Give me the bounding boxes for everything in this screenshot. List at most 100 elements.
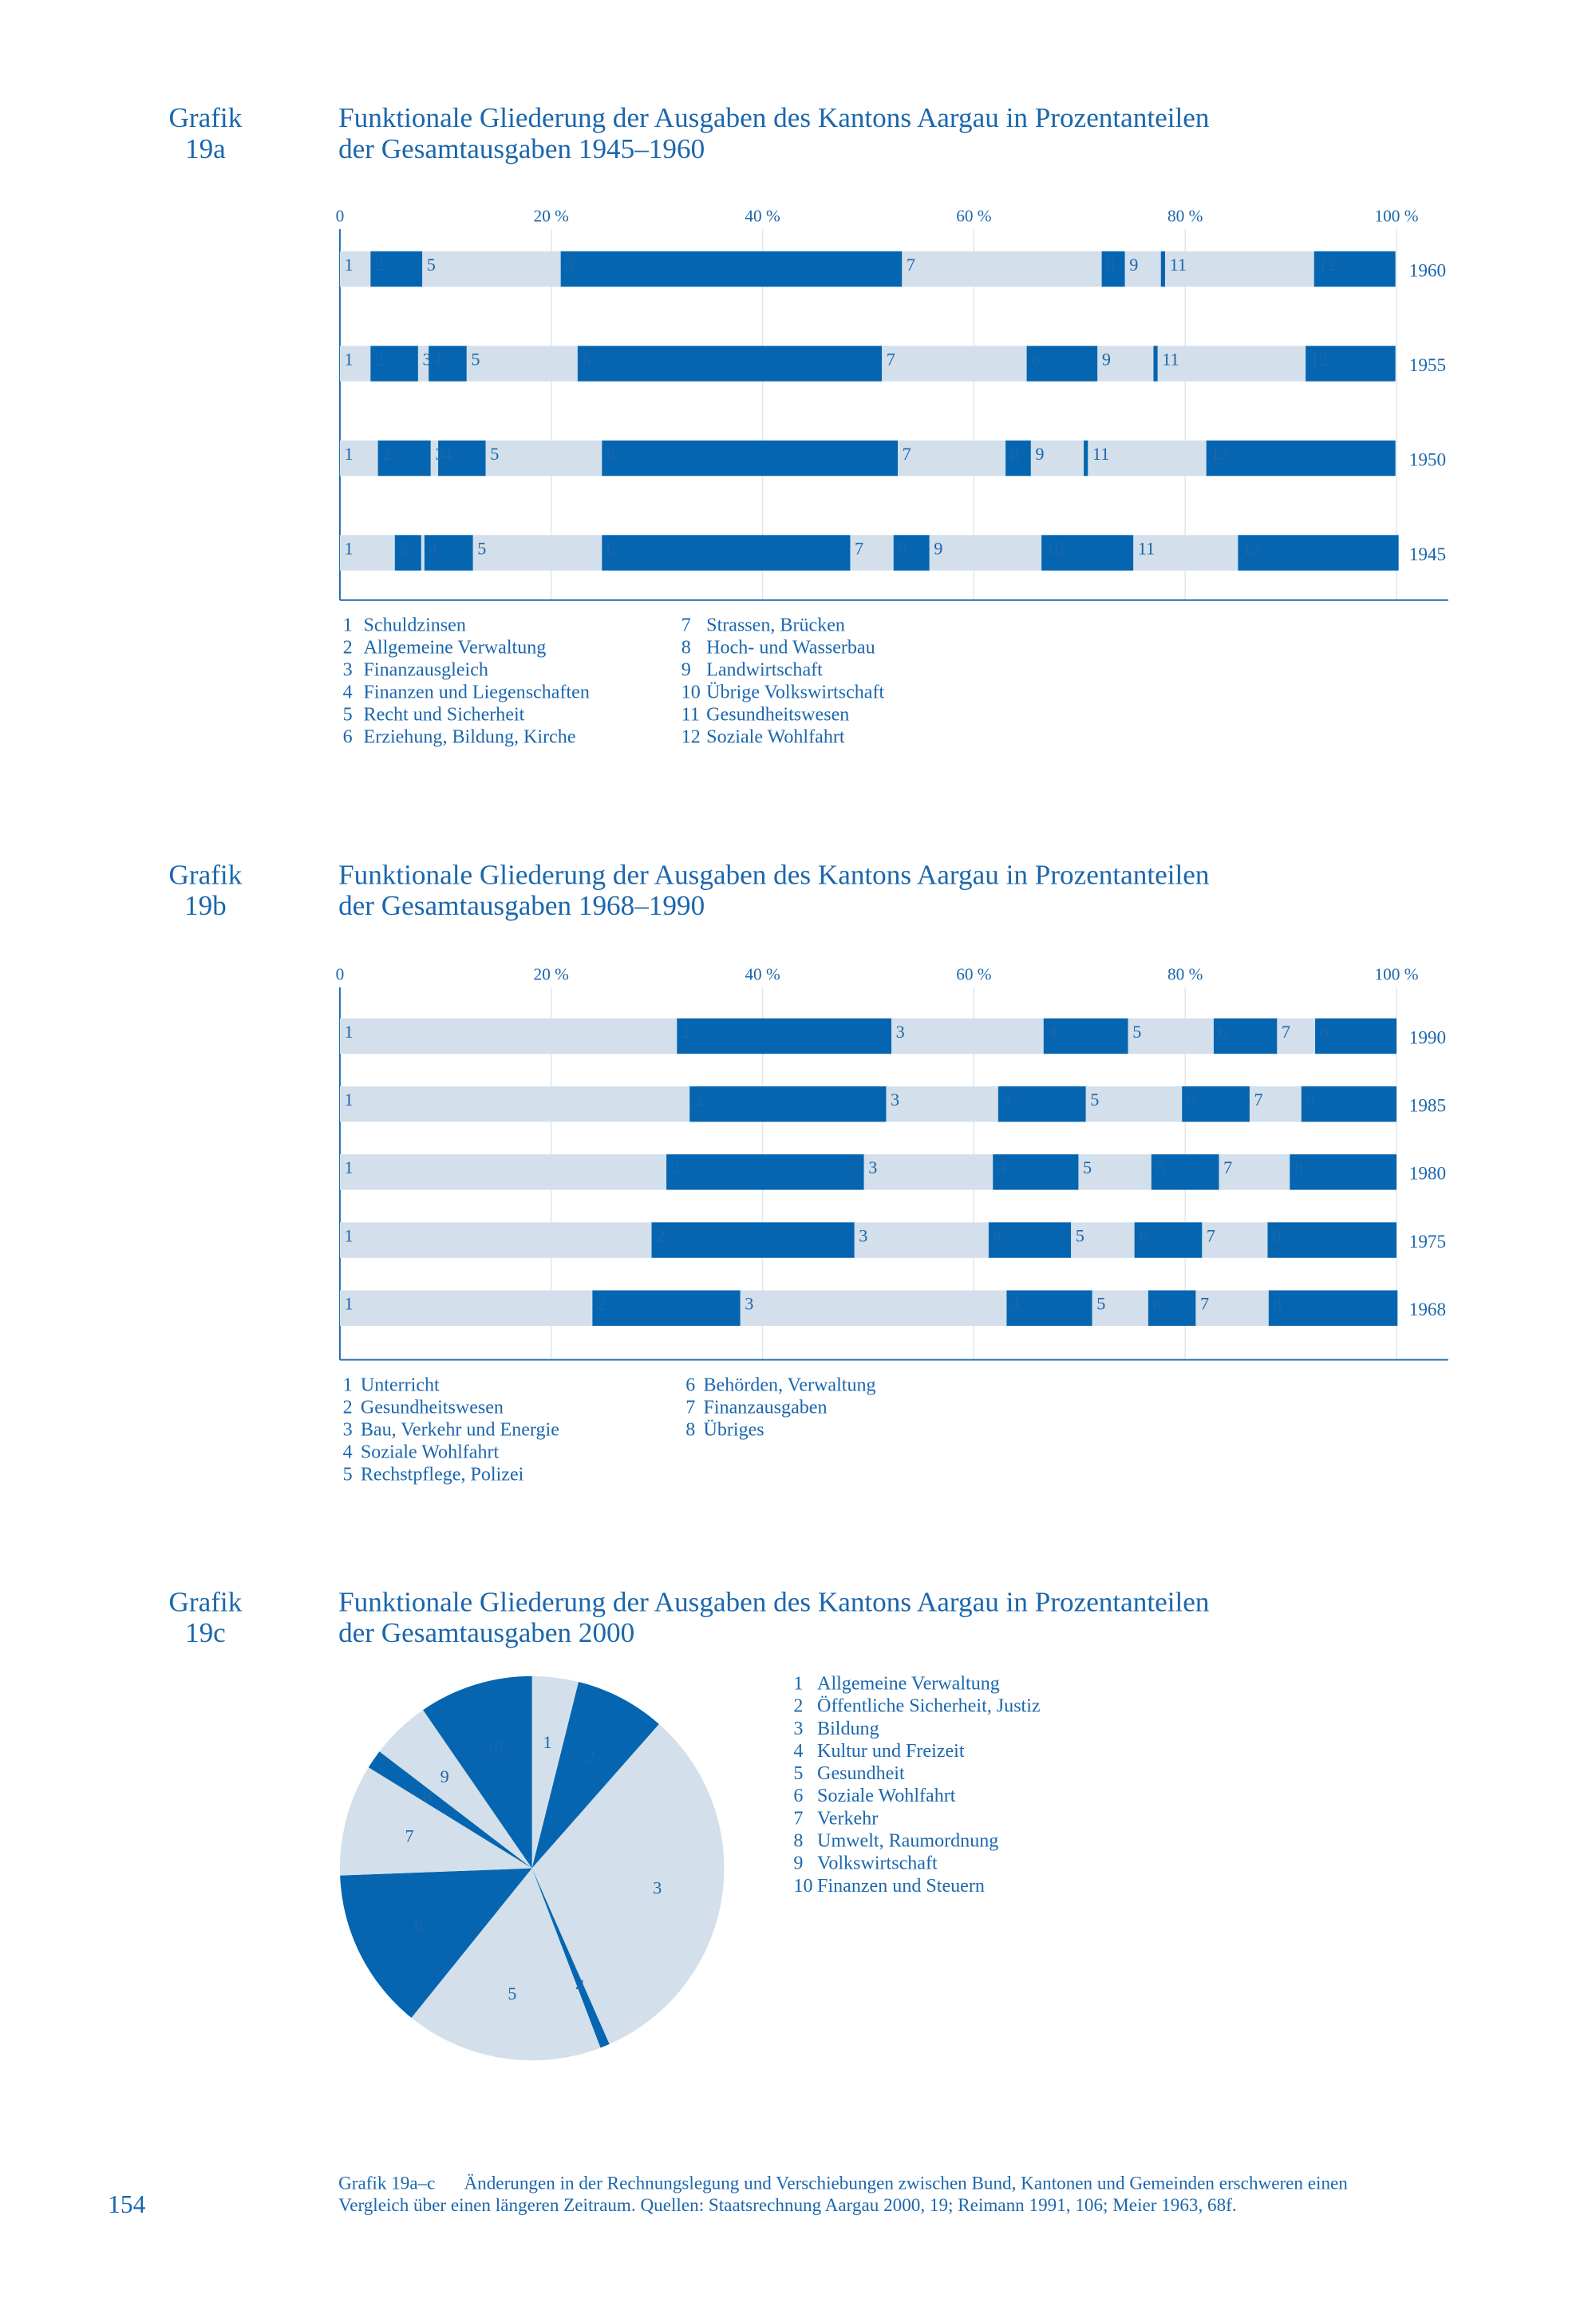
bar-segment bbox=[1157, 346, 1306, 382]
segment-label: 2 bbox=[597, 1294, 606, 1314]
bar-segment bbox=[429, 346, 467, 382]
segment-label: 8 bbox=[1294, 1157, 1303, 1177]
bar-segment bbox=[1151, 1154, 1219, 1190]
legend-key: 7 bbox=[793, 1808, 803, 1829]
bar-segment bbox=[339, 1222, 652, 1258]
bar-segment bbox=[421, 535, 425, 571]
bar-segment bbox=[1088, 440, 1207, 477]
legend-key: 10 bbox=[681, 682, 701, 703]
slice-label: 6 bbox=[414, 1915, 423, 1935]
bar-segment bbox=[1043, 1018, 1128, 1054]
bar-segment bbox=[602, 440, 899, 477]
segment-label: 2 bbox=[671, 1157, 680, 1177]
segment-label: 9 bbox=[934, 538, 942, 558]
pie-slice bbox=[411, 1868, 601, 2061]
segment-label: 4 bbox=[429, 538, 437, 558]
bar-segment bbox=[1267, 1222, 1396, 1258]
segment-label: 3 bbox=[745, 1294, 753, 1314]
pie-slice bbox=[531, 1723, 725, 2044]
segment-label: 1 bbox=[344, 538, 353, 558]
segment-label: 5 bbox=[1096, 1294, 1105, 1314]
legend-key: 8 bbox=[793, 1830, 803, 1851]
legend-label: Finanzausgleich bbox=[364, 660, 488, 681]
segment-label: 5 bbox=[471, 349, 480, 369]
segment-label: 1 bbox=[344, 1225, 353, 1245]
segment-label: 4 bbox=[993, 1225, 1001, 1245]
segment-label: 11 bbox=[1138, 538, 1155, 558]
legend-key: 6 bbox=[793, 1786, 803, 1806]
segment-label: 1 bbox=[344, 1294, 353, 1314]
x-tick-label: 40 % bbox=[745, 965, 780, 984]
legend-label: Umwelt, Raumordnung bbox=[817, 1830, 998, 1851]
segment-label: 6 bbox=[565, 255, 574, 275]
legend-key: 7 bbox=[681, 615, 691, 636]
segment-label: 6 bbox=[606, 538, 615, 558]
segment-label: 6 bbox=[1218, 1022, 1227, 1042]
legend-key: 2 bbox=[343, 1397, 353, 1418]
bar-segment bbox=[993, 1154, 1079, 1190]
bar-segment bbox=[560, 251, 903, 287]
segment-label: 7 bbox=[903, 444, 911, 464]
segment-label: 1 bbox=[344, 349, 353, 369]
segment-label: 5 bbox=[477, 538, 486, 558]
legend-key: 9 bbox=[793, 1853, 803, 1874]
segment-label: 4 bbox=[998, 1157, 1006, 1177]
bar-segment bbox=[1238, 535, 1399, 571]
segment-label: 2 bbox=[399, 538, 408, 558]
segment-label: 7 bbox=[1200, 1294, 1209, 1314]
segment-label: 12 bbox=[1211, 444, 1228, 464]
bar-segment bbox=[1195, 1290, 1269, 1326]
segment-label: 7 bbox=[855, 538, 863, 558]
slice-label: 10 bbox=[485, 1737, 503, 1757]
legend-label: Soziale Wohlfahrt bbox=[361, 1442, 500, 1462]
segment-label: 2 bbox=[375, 349, 384, 369]
segment-label: 5 bbox=[1090, 1090, 1099, 1110]
caption-line: Änderungen in der Rechnungslegung und Ve… bbox=[464, 2173, 1348, 2193]
x-tick-label: 100 % bbox=[1375, 965, 1419, 984]
segment-label: 8 bbox=[898, 538, 907, 558]
segment-label: 8 bbox=[1106, 255, 1115, 275]
legend-label: Recht und Sicherheit bbox=[364, 705, 525, 726]
bar-segment bbox=[929, 535, 1042, 571]
legend-label: Allgemeine Verwaltung bbox=[364, 638, 547, 659]
bar-segment bbox=[1092, 1290, 1148, 1326]
legend-key: 11 bbox=[681, 705, 700, 726]
bar-segment bbox=[1165, 251, 1314, 287]
y-tick-label: 1985 bbox=[1409, 1095, 1446, 1116]
segment-label: 1 bbox=[344, 1157, 353, 1177]
legend-key: 6 bbox=[685, 1375, 695, 1395]
pie-slice bbox=[531, 1675, 579, 1869]
legend-key: 9 bbox=[681, 660, 691, 681]
figure-number: 19c bbox=[185, 1617, 226, 1648]
bar-segment bbox=[1078, 1154, 1152, 1190]
segment-label: 12 bbox=[1242, 538, 1260, 558]
pie-slice bbox=[531, 1868, 610, 2048]
segment-label: 1 bbox=[344, 255, 353, 275]
bar-segment bbox=[1128, 1018, 1214, 1054]
legend-label: Gesundheitswesen bbox=[361, 1397, 504, 1418]
bar-segment bbox=[370, 251, 423, 287]
page-number: 154 bbox=[108, 2190, 145, 2218]
segment-label: 4 bbox=[433, 349, 442, 369]
segment-label: 2 bbox=[694, 1090, 703, 1110]
legend-key: 3 bbox=[343, 1419, 353, 1440]
bar-segment bbox=[1084, 440, 1088, 477]
bar-segment bbox=[1315, 1018, 1396, 1054]
bar-segment bbox=[1290, 1154, 1396, 1190]
pie-slice bbox=[379, 1710, 532, 1869]
pie-slice bbox=[339, 1767, 532, 1876]
bar-segment bbox=[430, 440, 439, 477]
figure-label: Grafik bbox=[169, 102, 243, 133]
bar-segment bbox=[863, 1154, 994, 1190]
legend-key: 7 bbox=[685, 1397, 695, 1418]
legend-key: 6 bbox=[343, 726, 353, 747]
pie-slice bbox=[423, 1675, 532, 1869]
bar-segment bbox=[438, 440, 486, 477]
legend-label: Finanzen und Steuern bbox=[817, 1876, 985, 1897]
segment-label: 4 bbox=[1048, 1022, 1057, 1042]
segment-label: 8 bbox=[1272, 1225, 1281, 1245]
segment-label: 2 bbox=[656, 1225, 665, 1245]
legend-label: Schuldzinsen bbox=[364, 615, 466, 636]
